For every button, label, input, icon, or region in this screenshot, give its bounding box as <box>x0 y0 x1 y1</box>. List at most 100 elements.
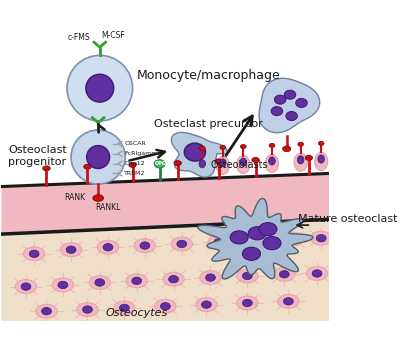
Ellipse shape <box>154 160 165 168</box>
Ellipse shape <box>126 274 147 288</box>
Ellipse shape <box>245 234 266 248</box>
Ellipse shape <box>240 158 246 166</box>
Ellipse shape <box>283 146 291 152</box>
Ellipse shape <box>196 298 217 312</box>
Ellipse shape <box>310 231 332 245</box>
Ellipse shape <box>220 145 226 149</box>
Ellipse shape <box>58 281 68 289</box>
Ellipse shape <box>42 308 52 315</box>
Ellipse shape <box>132 277 142 284</box>
Ellipse shape <box>171 237 192 251</box>
Ellipse shape <box>237 296 258 310</box>
Ellipse shape <box>155 299 176 313</box>
Ellipse shape <box>215 159 222 164</box>
Text: Monocyte/macrophage: Monocyte/macrophage <box>137 69 280 82</box>
Ellipse shape <box>297 156 304 164</box>
Ellipse shape <box>251 237 260 244</box>
Ellipse shape <box>15 279 37 294</box>
Ellipse shape <box>318 155 324 163</box>
Ellipse shape <box>316 234 326 242</box>
Ellipse shape <box>89 276 110 289</box>
Ellipse shape <box>259 222 277 236</box>
Ellipse shape <box>284 90 296 99</box>
Polygon shape <box>259 78 320 133</box>
Ellipse shape <box>294 153 307 171</box>
Ellipse shape <box>288 235 297 243</box>
Text: Osteclast precursor: Osteclast precursor <box>154 119 263 129</box>
Ellipse shape <box>266 155 278 172</box>
Ellipse shape <box>252 158 259 162</box>
Circle shape <box>71 130 125 184</box>
Ellipse shape <box>237 156 250 174</box>
Ellipse shape <box>230 231 248 244</box>
Ellipse shape <box>77 303 98 316</box>
Ellipse shape <box>282 232 303 246</box>
Ellipse shape <box>160 303 170 310</box>
Ellipse shape <box>220 159 226 167</box>
Ellipse shape <box>134 239 156 252</box>
Ellipse shape <box>240 144 246 149</box>
Ellipse shape <box>284 298 293 305</box>
Ellipse shape <box>237 269 258 283</box>
Text: OSCAR: OSCAR <box>124 142 146 146</box>
Ellipse shape <box>36 304 57 318</box>
Text: Osteoclast: Osteoclast <box>8 145 67 156</box>
Ellipse shape <box>274 95 286 104</box>
Text: Osteoblasts: Osteoblasts <box>210 160 268 170</box>
Ellipse shape <box>278 294 299 308</box>
Text: Mature osteoclast: Mature osteoclast <box>298 214 398 224</box>
Circle shape <box>67 55 132 121</box>
Polygon shape <box>171 132 227 177</box>
Ellipse shape <box>286 112 297 120</box>
Ellipse shape <box>21 283 31 290</box>
Ellipse shape <box>97 240 119 254</box>
Text: Osteocytes: Osteocytes <box>106 308 168 318</box>
Ellipse shape <box>52 278 74 292</box>
Text: OPG: OPG <box>154 161 166 166</box>
Text: TREM2: TREM2 <box>124 171 146 176</box>
Ellipse shape <box>271 107 283 115</box>
Ellipse shape <box>200 146 205 150</box>
Ellipse shape <box>269 157 275 165</box>
Ellipse shape <box>95 279 105 286</box>
Ellipse shape <box>298 142 304 146</box>
Ellipse shape <box>242 272 252 279</box>
Ellipse shape <box>318 142 324 145</box>
Ellipse shape <box>279 271 289 278</box>
Polygon shape <box>1 219 329 321</box>
Ellipse shape <box>200 271 221 284</box>
Ellipse shape <box>305 155 312 160</box>
Text: Dap12: Dap12 <box>124 161 145 166</box>
Ellipse shape <box>315 152 328 170</box>
Circle shape <box>86 74 114 102</box>
Ellipse shape <box>199 160 206 168</box>
Ellipse shape <box>242 299 252 307</box>
Ellipse shape <box>129 162 136 167</box>
Text: RANKL: RANKL <box>95 203 120 212</box>
Ellipse shape <box>274 267 295 281</box>
Ellipse shape <box>248 227 266 240</box>
Ellipse shape <box>177 240 187 248</box>
Ellipse shape <box>140 242 150 249</box>
Text: M-CSF: M-CSF <box>102 31 125 40</box>
Ellipse shape <box>114 301 135 315</box>
Ellipse shape <box>202 301 211 308</box>
Ellipse shape <box>29 250 39 257</box>
Ellipse shape <box>82 306 92 313</box>
Ellipse shape <box>103 244 113 251</box>
Ellipse shape <box>196 157 209 175</box>
Ellipse shape <box>206 274 215 281</box>
Ellipse shape <box>312 270 322 277</box>
Ellipse shape <box>163 272 184 286</box>
Ellipse shape <box>60 243 82 257</box>
Polygon shape <box>198 199 313 279</box>
Ellipse shape <box>269 143 275 147</box>
Ellipse shape <box>208 235 229 249</box>
Ellipse shape <box>120 304 129 312</box>
Ellipse shape <box>66 246 76 253</box>
Ellipse shape <box>306 266 328 281</box>
Ellipse shape <box>43 166 50 171</box>
Ellipse shape <box>184 143 206 161</box>
Ellipse shape <box>24 247 45 261</box>
Ellipse shape <box>296 99 307 107</box>
